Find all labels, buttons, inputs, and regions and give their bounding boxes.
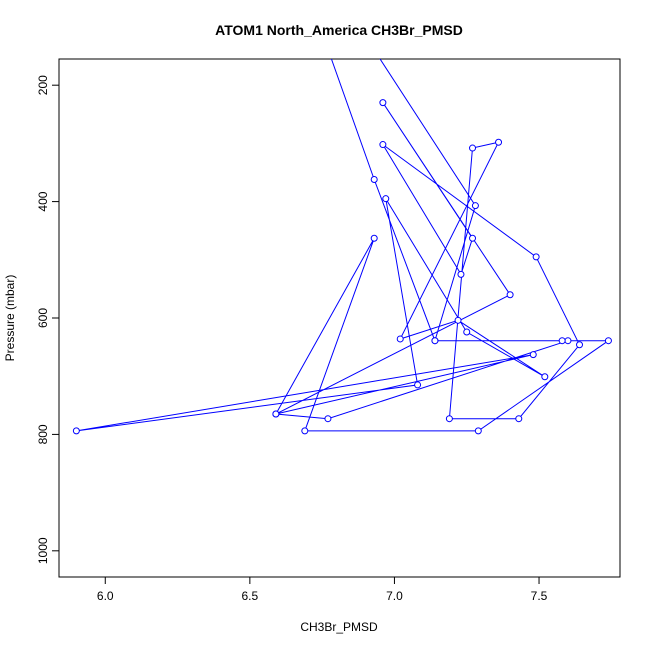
data-point bbox=[370, 175, 378, 183]
data-point bbox=[431, 337, 439, 345]
data-point bbox=[532, 253, 540, 261]
data-point bbox=[469, 234, 477, 242]
y-tick-label: 200 bbox=[36, 75, 50, 95]
x-tick-label: 7.5 bbox=[531, 589, 548, 603]
data-point bbox=[382, 195, 390, 203]
data-point bbox=[301, 427, 309, 435]
data-point bbox=[474, 427, 482, 435]
data-point bbox=[445, 415, 453, 423]
data-point bbox=[463, 328, 471, 336]
data-point bbox=[379, 99, 387, 107]
data-point bbox=[471, 202, 479, 210]
data-point bbox=[396, 335, 404, 343]
data-point bbox=[541, 373, 549, 381]
data-point bbox=[414, 381, 422, 389]
x-tick-label: 6.5 bbox=[242, 589, 259, 603]
data-point bbox=[379, 141, 387, 149]
data-point bbox=[324, 415, 332, 423]
data-point bbox=[72, 427, 80, 435]
y-axis-label: Pressure (mbar) bbox=[3, 275, 17, 362]
data-point bbox=[529, 351, 537, 359]
y-tick-label: 600 bbox=[36, 308, 50, 328]
data-point bbox=[370, 234, 378, 242]
data-point bbox=[515, 415, 523, 423]
y-tick-label: 400 bbox=[36, 191, 50, 211]
y-tick-label: 1000 bbox=[36, 537, 50, 564]
data-point bbox=[469, 144, 477, 152]
data-point bbox=[457, 270, 465, 278]
x-tick-label: 6.0 bbox=[97, 589, 114, 603]
data-point bbox=[506, 291, 514, 299]
data-point bbox=[495, 138, 503, 146]
plot-frame bbox=[58, 58, 621, 578]
x-axis: 6.0 6.5 7.0 7.5 bbox=[97, 577, 548, 603]
data-point bbox=[272, 410, 280, 418]
x-tick-label: 7.0 bbox=[386, 589, 403, 603]
series-line bbox=[76, 59, 610, 432]
data-point bbox=[564, 337, 572, 345]
series-layer bbox=[72, 59, 612, 435]
y-axis: 200 400 600 800 1000 bbox=[36, 75, 59, 564]
data-point bbox=[558, 337, 566, 345]
x-axis-label: CH3Br_PMSD bbox=[300, 620, 378, 634]
y-tick-label: 800 bbox=[36, 424, 50, 444]
data-point bbox=[454, 316, 462, 324]
data-point bbox=[576, 341, 584, 349]
data-point bbox=[604, 337, 612, 345]
chart-title: ATOM1 North_America CH3Br_PMSD bbox=[215, 22, 463, 38]
